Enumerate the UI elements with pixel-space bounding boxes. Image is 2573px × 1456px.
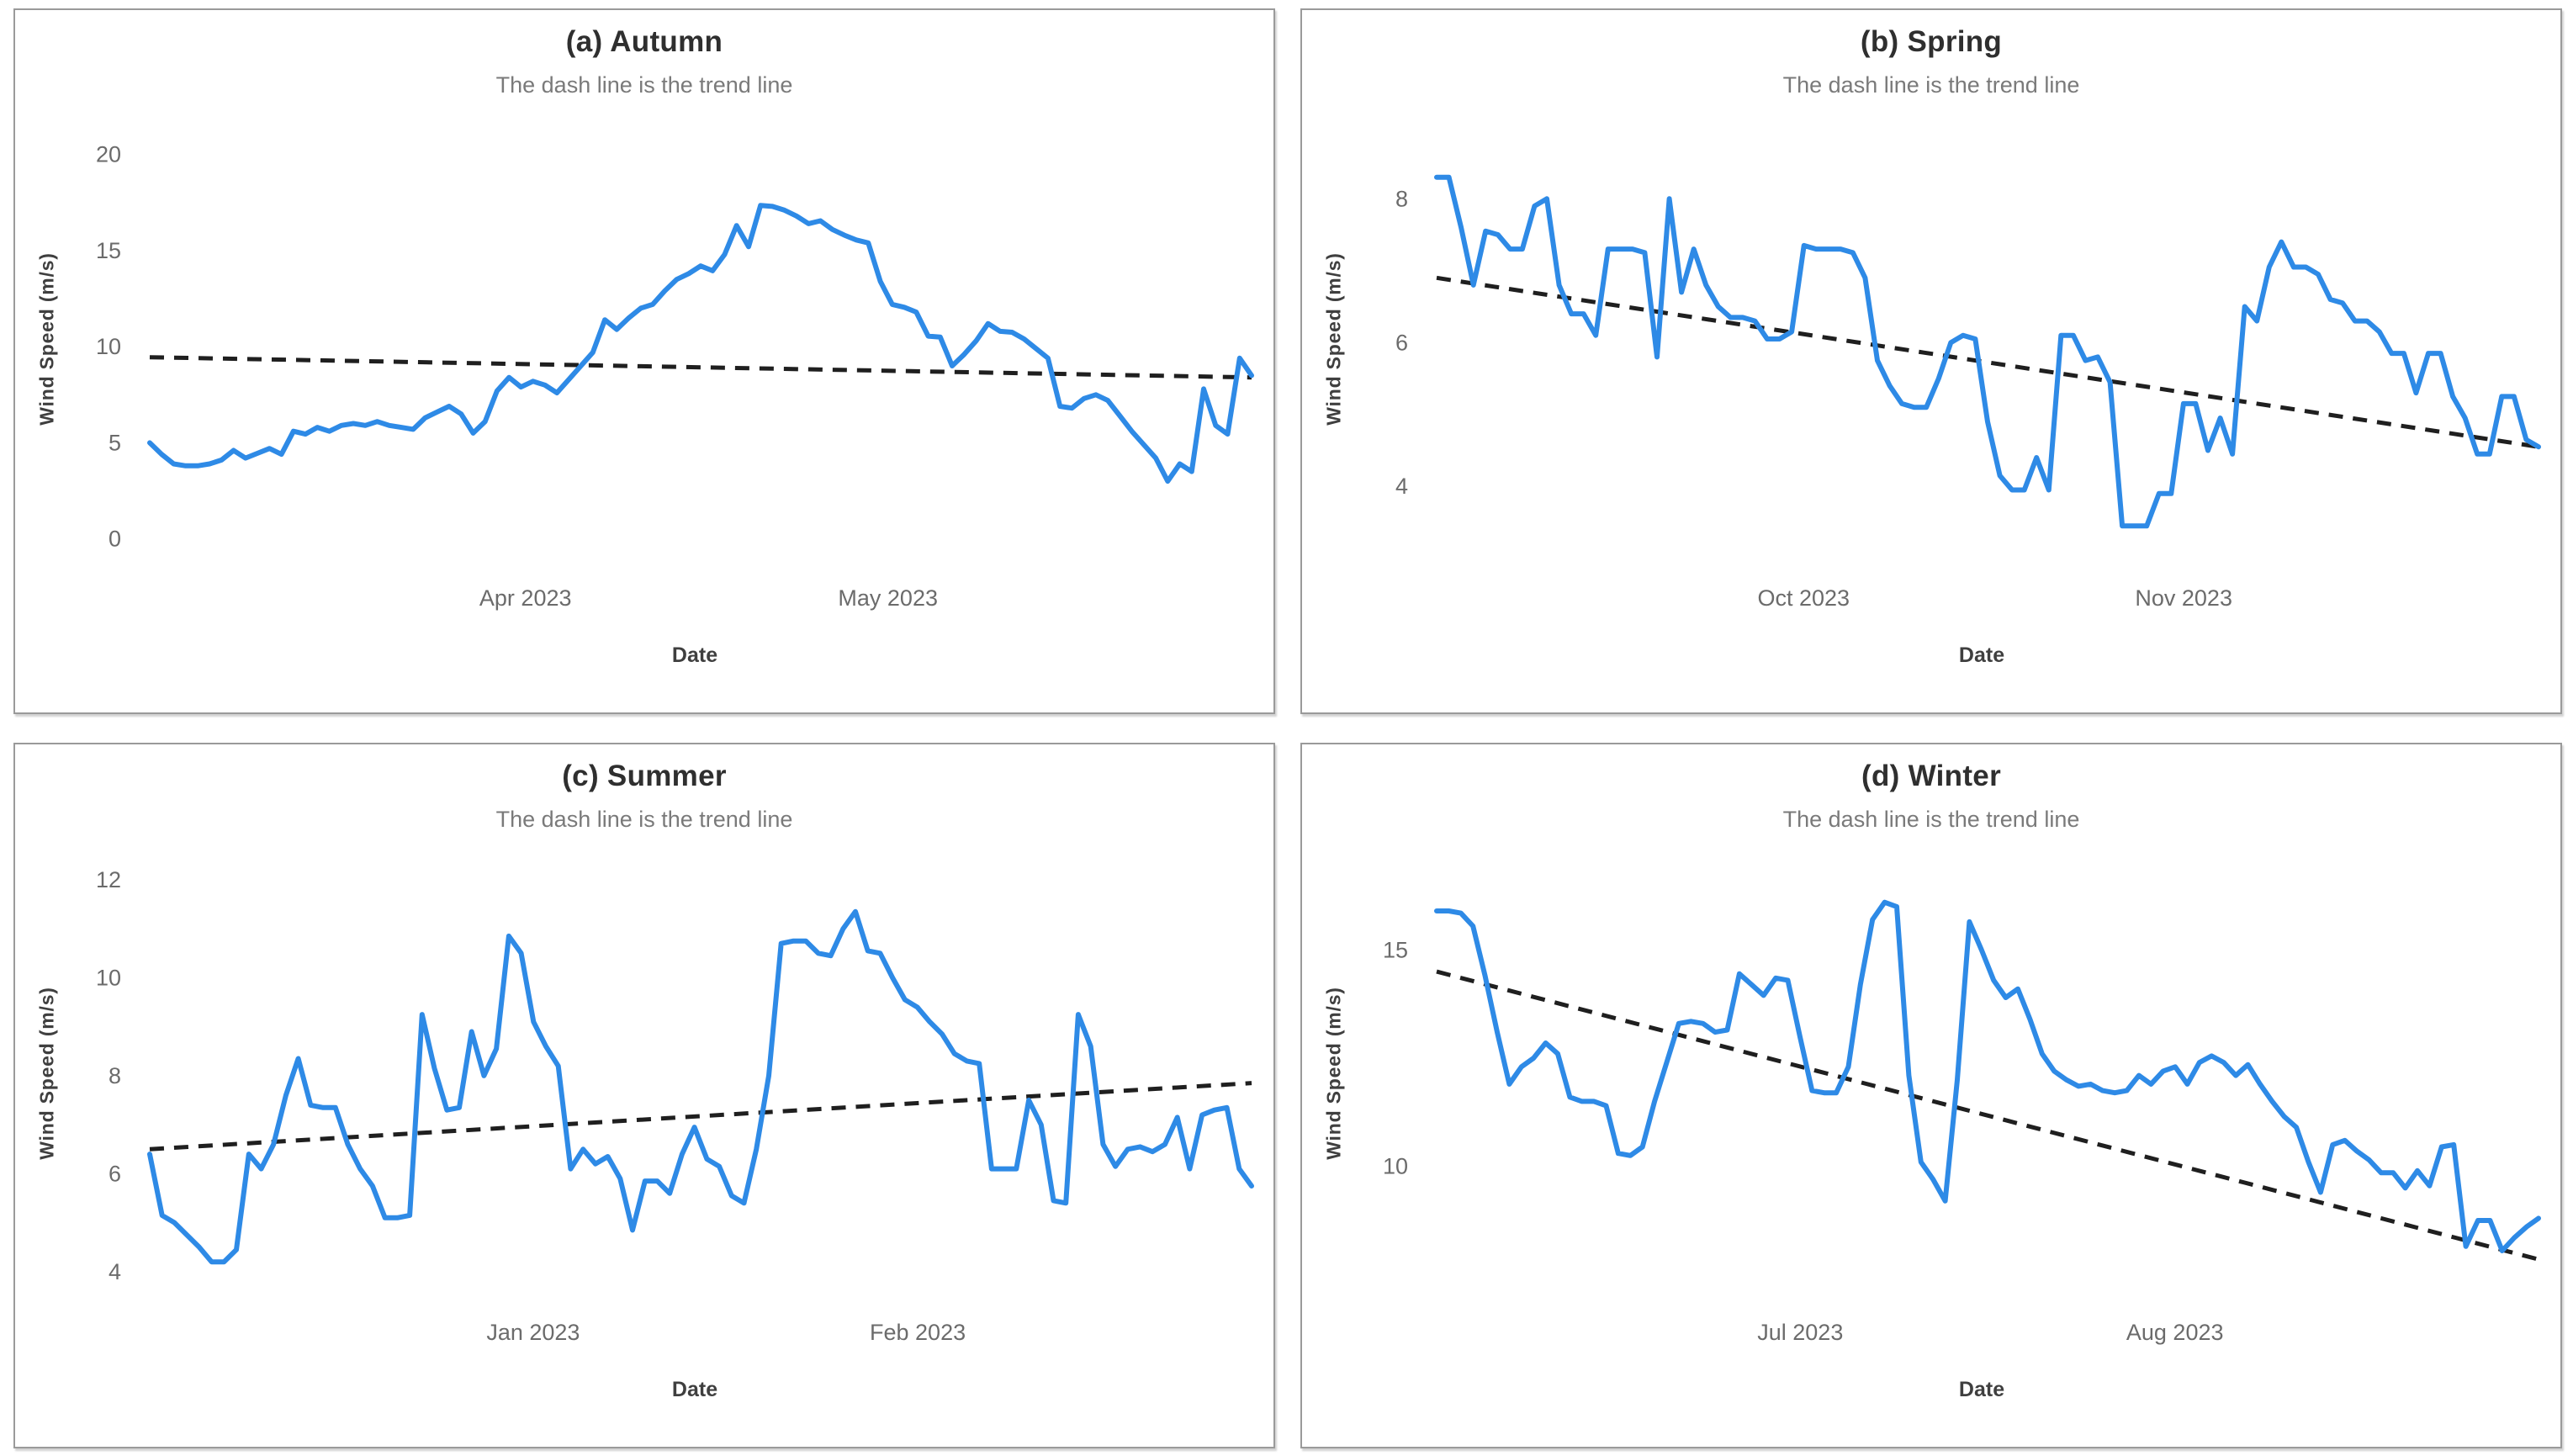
chart-panel-summer: (c) Summer The dash line is the trend li… (13, 743, 1275, 1448)
line-chart-spring: 4 6 8 Oct 2023 Nov 2023 (1395, 174, 2541, 611)
x-tick-label: Apr 2023 (479, 585, 572, 611)
x-axis-title: Date (1958, 643, 2005, 667)
chart-subtitle: The dash line is the trend line (495, 807, 793, 832)
y-tick-label: 5 (109, 430, 121, 455)
chart-panel-autumn: (a) Autumn The dash line is the trend li… (13, 8, 1275, 714)
x-axis-title: Date (671, 1378, 718, 1401)
y-tick-label: 4 (109, 1259, 121, 1284)
x-axis-title: Date (671, 643, 718, 667)
y-tick-label: 8 (1395, 186, 1408, 211)
y-tick-label: 15 (1383, 937, 1408, 962)
plot-area: Wind Speed (m/s) 4 6 8 10 12 Jan 2023 Feb 2023 (15, 838, 1273, 1376)
line-chart-summer: 4 6 8 10 12 Jan 2023 Feb 2023 (96, 867, 1254, 1345)
chart-panel-winter: (d) Winter The dash line is the trend li… (1300, 743, 2562, 1448)
trend-line (1436, 969, 2539, 1262)
y-tick-label: 10 (1383, 1154, 1408, 1179)
y-tick-label: 10 (96, 334, 121, 359)
y-tick-label: 6 (1395, 330, 1408, 355)
y-tick-label: 4 (1395, 474, 1408, 499)
plot-area: Wind Speed (m/s) 10 15 Jul 2023 Aug 2023 (1302, 838, 2560, 1376)
x-tick-label: Feb 2023 (870, 1320, 966, 1345)
x-tick-label: Nov 2023 (2135, 585, 2232, 611)
chart-title: (b) Spring (1860, 25, 2003, 58)
y-tick-label: 6 (109, 1161, 121, 1186)
y-tick-label: 15 (96, 238, 121, 263)
x-tick-label: Aug 2023 (2126, 1320, 2224, 1345)
chart-title: (a) Autumn (565, 25, 723, 58)
x-axis-title: Date (1958, 1378, 2005, 1401)
chart-title: (d) Winter (1861, 760, 2001, 792)
y-tick-label: 0 (109, 527, 121, 552)
chart-subtitle: The dash line is the trend line (495, 72, 793, 98)
chart-panel-spring: (b) Spring The dash line is the trend li… (1300, 8, 2562, 714)
y-axis-title: Wind Speed (m/s) (35, 987, 58, 1160)
x-tick-label: May 2023 (838, 585, 938, 611)
y-tick-label: 10 (96, 965, 121, 990)
plot-area: Wind Speed (m/s) 0 5 10 15 20 Apr 2023 May 202… (15, 103, 1273, 642)
wind-speed-line (1434, 174, 2541, 529)
wind-speed-line (1434, 899, 2541, 1253)
chart-subtitle: The dash line is the trend line (1782, 72, 2080, 98)
line-chart-autumn: 0 5 10 15 20 Apr 2023 May 2023 (96, 142, 1254, 611)
trend-line (149, 1081, 1252, 1152)
y-axis-title: Wind Speed (m/s) (1322, 252, 1345, 426)
y-tick-label: 8 (109, 1063, 121, 1088)
x-tick-label: Jul 2023 (1757, 1320, 1843, 1345)
chart-title: (c) Summer (562, 760, 727, 792)
y-axis-title: Wind Speed (m/s) (1322, 987, 1345, 1160)
y-axis-title: Wind Speed (m/s) (35, 252, 58, 426)
chart-subtitle: The dash line is the trend line (1782, 807, 2080, 832)
x-tick-label: Oct 2023 (1757, 585, 1850, 611)
wind-speed-line (147, 908, 1254, 1265)
plot-area: Wind Speed (m/s) 4 6 8 Oct 2023 Nov 2023 (1302, 103, 2560, 642)
x-tick-label: Jan 2023 (486, 1320, 580, 1345)
y-tick-label: 20 (96, 142, 121, 167)
line-chart-winter: 10 15 Jul 2023 Aug 2023 (1383, 899, 2541, 1345)
trend-line (1436, 275, 2539, 449)
trend-line (149, 355, 1252, 380)
y-tick-label: 12 (96, 867, 121, 892)
wind-speed-line (147, 203, 1254, 484)
